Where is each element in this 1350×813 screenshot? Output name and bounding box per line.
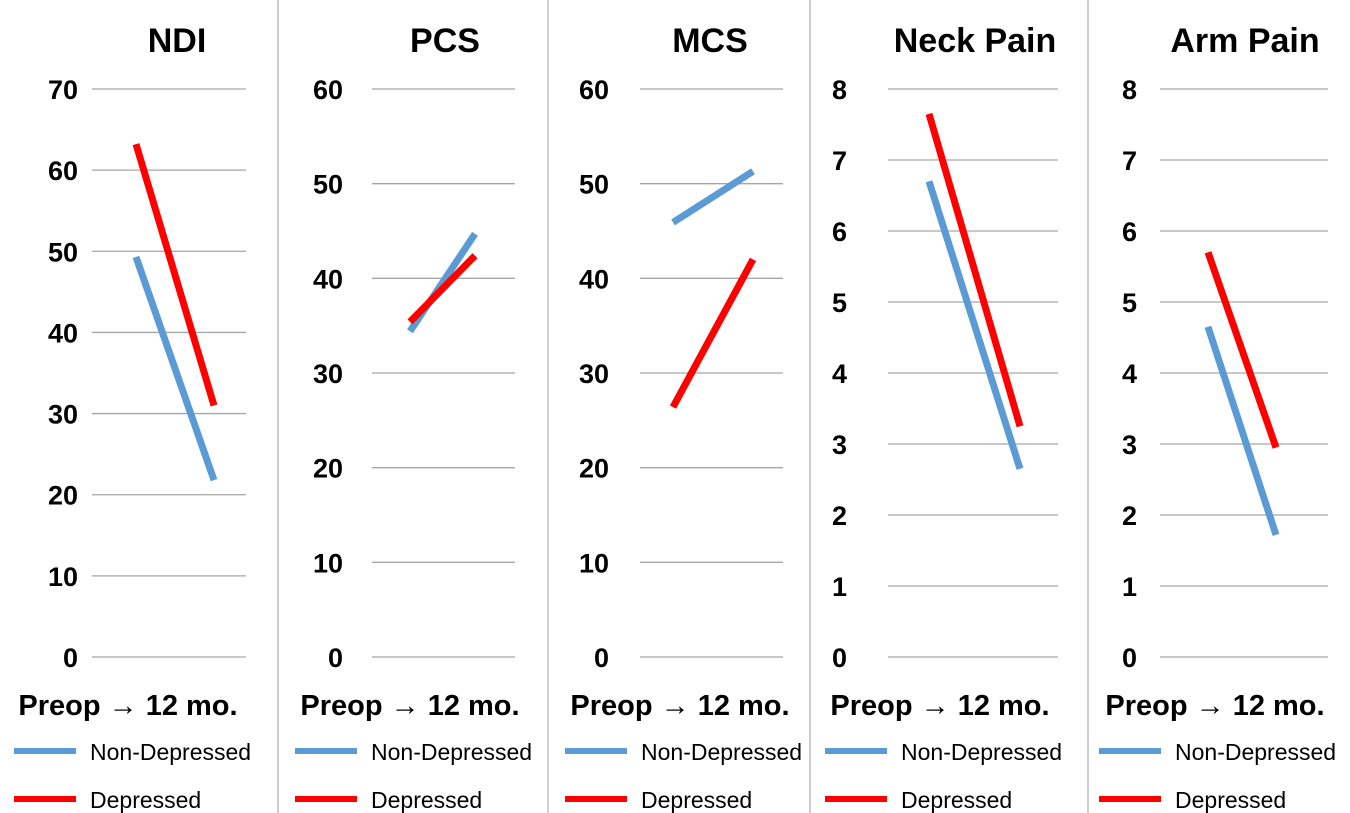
y-tick-label: 10 xyxy=(313,548,343,578)
y-tick-label: 0 xyxy=(832,643,847,673)
panel-dividers xyxy=(277,0,1089,813)
series-line-non-depressed xyxy=(132,255,218,482)
panel-arm-pain: Arm Pain 0 1 2 3 4 5 6 7 8 Preop → 12 mo. Non-Depre… xyxy=(1099,22,1336,813)
legend-label-depressed: Depressed xyxy=(641,787,752,813)
y-tick-label: 7 xyxy=(1122,146,1137,176)
y-tick-label: 0 xyxy=(1122,643,1137,673)
panel-pcs: PCS 0 10 20 30 40 50 60 Preop → 12 mo. Non-Depres… xyxy=(295,22,532,813)
y-tick-label: 30 xyxy=(579,359,609,389)
y-tick-label: 20 xyxy=(313,454,343,484)
y-tick-label: 4 xyxy=(1122,359,1137,389)
y-tick-label: 40 xyxy=(313,264,343,294)
y-tick-label: 50 xyxy=(313,170,343,200)
x-axis-label: Preop → 12 mo. xyxy=(300,690,519,722)
series-line-non-depressed xyxy=(671,168,755,226)
panel-ndi: NDI 0 10 20 30 40 50 60 70 Preop → 12 mo. Non-Depr… xyxy=(14,22,251,813)
y-tick-label: 10 xyxy=(579,548,609,578)
legend-label-depressed: Depressed xyxy=(901,787,1012,813)
y-tick-label: 3 xyxy=(1122,430,1137,460)
series-line-depressed xyxy=(132,143,218,407)
panel-title: Arm Pain xyxy=(1170,22,1319,60)
series-line-non-depressed xyxy=(925,180,1024,470)
y-tick-label: 6 xyxy=(832,217,847,247)
series-line-depressed xyxy=(1204,251,1280,449)
series-line-depressed xyxy=(407,253,478,325)
y-tick-label: 2 xyxy=(832,501,847,531)
panel-mcs: MCS 0 10 20 30 40 50 60 Preop → 12 mo. Non-Depres… xyxy=(565,22,802,813)
x-axis-label: Preop → 12 mo. xyxy=(18,690,237,722)
y-tick-label: 30 xyxy=(48,400,78,430)
y-tick-label: 7 xyxy=(832,146,847,176)
y-tick-label: 40 xyxy=(48,318,78,348)
y-tick-label: 60 xyxy=(579,75,609,105)
legend-label-non-depressed: Non-Depressed xyxy=(641,739,802,765)
panel-title: PCS xyxy=(410,22,480,60)
series-line-non-depressed xyxy=(1204,325,1280,536)
legend-label-non-depressed: Non-Depressed xyxy=(901,739,1062,765)
y-tick-label: 50 xyxy=(48,237,78,267)
y-tick-label: 70 xyxy=(48,75,78,105)
y-tick-label: 50 xyxy=(579,170,609,200)
y-tick-label: 1 xyxy=(1122,572,1137,602)
legend-label-non-depressed: Non-Depressed xyxy=(371,739,532,765)
panel-neck-pain: Neck Pain 0 1 2 3 4 5 6 7 8 Preop → 12 mo. Non-Depr… xyxy=(825,22,1062,813)
y-tick-label: 3 xyxy=(832,430,847,460)
y-tick-label: 0 xyxy=(328,643,343,673)
x-axis-label: Preop → 12 mo. xyxy=(830,690,1049,722)
panel-title: NDI xyxy=(148,22,207,60)
legend-label-depressed: Depressed xyxy=(1175,787,1286,813)
legend-label-depressed: Depressed xyxy=(90,787,201,813)
y-tick-label: 10 xyxy=(48,562,78,592)
panel-title: Neck Pain xyxy=(894,22,1057,60)
y-tick-label: 20 xyxy=(48,481,78,511)
x-axis-label: Preop → 12 mo. xyxy=(1105,690,1324,722)
y-tick-label: 2 xyxy=(1122,501,1137,531)
y-tick-label: 8 xyxy=(1122,75,1137,105)
legend-label-depressed: Depressed xyxy=(371,787,482,813)
y-tick-label: 5 xyxy=(832,288,847,318)
y-tick-label: 4 xyxy=(832,359,847,389)
y-tick-label: 6 xyxy=(1122,217,1137,247)
y-tick-label: 1 xyxy=(832,572,847,602)
y-tick-label: 40 xyxy=(579,264,609,294)
y-tick-label: 0 xyxy=(594,643,609,673)
legend-label-non-depressed: Non-Depressed xyxy=(90,739,251,765)
panel-title: MCS xyxy=(672,22,748,60)
y-tick-label: 30 xyxy=(313,359,343,389)
y-tick-label: 60 xyxy=(48,156,78,186)
legend-label-non-depressed: Non-Depressed xyxy=(1175,739,1336,765)
series-line-depressed xyxy=(669,257,757,409)
y-tick-label: 60 xyxy=(313,75,343,105)
y-tick-label: 5 xyxy=(1122,288,1137,318)
y-tick-label: 20 xyxy=(579,454,609,484)
x-axis-label: Preop → 12 mo. xyxy=(570,690,789,722)
y-tick-label: 0 xyxy=(63,643,78,673)
series-line-depressed xyxy=(925,112,1024,428)
y-tick-label: 8 xyxy=(832,75,847,105)
